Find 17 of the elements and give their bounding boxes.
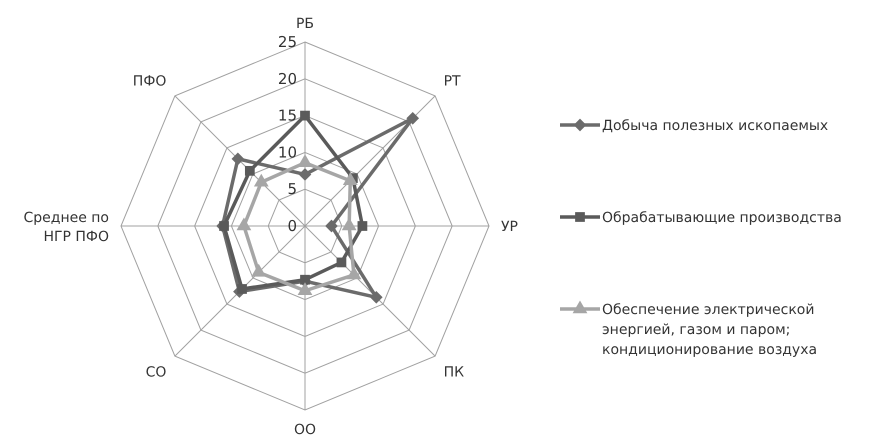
- y-tick-label: 0: [287, 217, 297, 235]
- spoke-label: РБ: [296, 16, 314, 32]
- y-tick-label: 10: [278, 143, 297, 162]
- spoke-label: РТ: [444, 73, 462, 90]
- spoke-label: ПК: [444, 364, 464, 381]
- spoke-label: УР: [501, 219, 518, 235]
- spoke-label: ПФО: [132, 73, 166, 90]
- spoke-label: ОО: [294, 422, 316, 438]
- spoke-label: Среднее по НГР ПФО: [23, 210, 109, 245]
- y-tick-label: 20: [278, 70, 297, 88]
- y-tick-label: 25: [278, 33, 297, 51]
- legend-label: Добыча полезных ископаемых: [602, 118, 828, 134]
- y-tick-label: 5: [287, 180, 297, 198]
- spoke-label: СО: [146, 364, 166, 381]
- legend-label: Обеспечение электрической энергией, газом и паром; кондиционирование воздуха: [602, 302, 818, 358]
- y-tick-label: 15: [278, 106, 297, 125]
- legend-label: Обрабатывающие производства: [602, 210, 842, 226]
